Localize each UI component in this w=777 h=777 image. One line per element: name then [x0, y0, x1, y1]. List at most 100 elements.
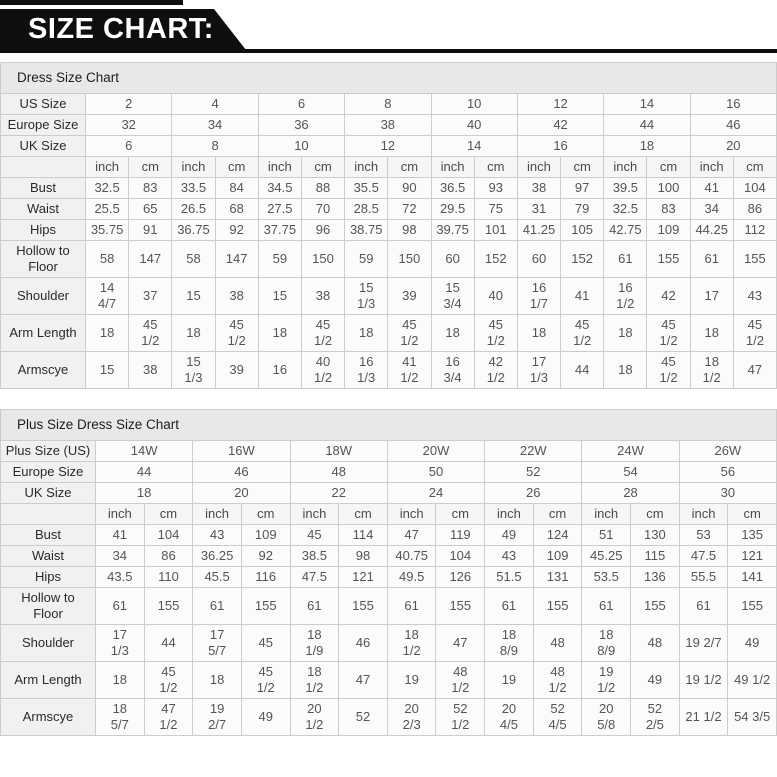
value-cell-cm: 54 3/5 [727, 698, 777, 736]
value-cell-inch: 59 [344, 240, 389, 278]
value-cell-cm: 48 1/2 [435, 661, 486, 699]
value-cell-cm: 47 [435, 624, 486, 662]
value-cell-cm: 119 [435, 524, 486, 546]
row-label-waist: Waist [0, 198, 86, 220]
value-cell-inch: 18 1/2 [289, 661, 340, 699]
measure-row-arm-length: Arm Length 18 45 1/2 18 45 1/2 18 45 1/2 18 45 1… [0, 314, 777, 352]
value-cell-inch: 28.5 [344, 198, 389, 220]
row-label-bust: Bust [0, 177, 86, 199]
size-value-cell: 18 [603, 135, 691, 157]
unit-label-cm: cm [630, 503, 680, 525]
value-cell-inch: 18 [689, 314, 734, 352]
measure-row-hips: Hips 35.75 91 36.75 92 37.75 96 38.75 98 39.75 101… [0, 219, 777, 241]
size-value-cell: 8 [171, 135, 259, 157]
row-label-hips: Hips [0, 566, 96, 588]
value-cell-cm: 38 [214, 277, 259, 315]
value-cell-inch: 18 [171, 314, 216, 352]
value-cell-inch: 18 [603, 314, 648, 352]
row-label-waist: Waist [0, 545, 96, 567]
value-cell-inch: 42.75 [603, 219, 648, 241]
row-label-bust: Bust [0, 524, 96, 546]
unit-row-spacer [0, 503, 96, 525]
value-cell-inch: 16 1/7 [516, 277, 562, 315]
value-cell-cm: 52 2/5 [630, 698, 680, 736]
value-cell-cm: 40 1/2 [300, 351, 346, 389]
row-label-armscye: Armscye [0, 698, 96, 736]
value-cell-inch: 49.5 [386, 566, 437, 588]
size-value-cell: 36 [257, 114, 346, 136]
value-cell-inch: 61 [484, 587, 534, 625]
value-cell-inch: 19 1/2 [678, 661, 729, 699]
value-cell-inch: 32.5 [603, 198, 648, 220]
value-cell-inch: 45 [289, 524, 340, 546]
value-cell-inch: 18 1/9 [289, 624, 340, 662]
value-cell-cm: 49 1/2 [727, 661, 777, 699]
unit-row-spacer [0, 156, 86, 178]
unit-label-inch: inch [84, 156, 130, 178]
value-cell-inch: 15 [257, 277, 302, 315]
size-row-us-size: US Size 2 4 6 8 10 12 14 16 [0, 93, 777, 115]
size-value-cell: 8 [344, 93, 432, 115]
value-cell-inch: 39.75 [430, 219, 475, 241]
size-value-cell: 16 [689, 93, 777, 115]
measure-row-armscye: Armscye 18 5/7 47 1/2 19 2/7 49 20 1/2 52 20 2/… [0, 698, 777, 736]
value-cell-inch: 32.5 [84, 177, 130, 199]
size-value-cell: 18 [94, 482, 194, 504]
value-cell-cm: 79 [560, 198, 605, 220]
size-value-cell: 14W [94, 440, 194, 462]
row-label-hollow-to-floor: Hollow to Floor [0, 587, 96, 625]
value-cell-inch: 18 [95, 661, 145, 699]
value-cell-cm: 155 [727, 587, 777, 625]
unit-label-inch: inch [386, 503, 437, 525]
size-value-cell: 46 [192, 461, 291, 483]
value-cell-inch: 27.5 [257, 198, 302, 220]
size-value-cell: 18W [289, 440, 388, 462]
size-row-europe-size: Europe Size 44 46 48 50 52 54 56 [0, 461, 777, 483]
value-cell-inch: 19 2/7 [678, 624, 729, 662]
value-cell-inch: 16 [257, 351, 302, 389]
value-cell-inch: 18 [603, 351, 648, 389]
size-row-uk-size: UK Size 18 20 22 24 26 28 30 [0, 482, 777, 504]
value-cell-cm: 155 [435, 587, 486, 625]
row-label-europe-size: Europe Size [0, 114, 86, 136]
value-cell-inch: 38.75 [344, 219, 389, 241]
value-cell-inch: 17 [689, 277, 734, 315]
value-cell-inch: 58 [171, 240, 216, 278]
measure-row-shoulder: Shoulder 14 4/7 37 15 38 15 38 15 1/3 39 15 3/4 40… [0, 277, 777, 315]
size-value-cell: 20 [192, 482, 291, 504]
value-cell-cm: 116 [240, 566, 291, 588]
size-value-cell: 4 [171, 93, 259, 115]
value-cell-cm: 141 [727, 566, 777, 588]
value-cell-inch: 17 1/3 [95, 624, 145, 662]
value-cell-inch: 19 [484, 661, 534, 699]
measure-row-hollow-to-floor: Hollow to Floor 61 155 61 155 61 155 61 155 61 155… [0, 587, 777, 625]
value-cell-inch: 45.25 [581, 545, 632, 567]
value-cell-cm: 45 1/2 [143, 661, 194, 699]
value-cell-cm: 39 [387, 277, 432, 315]
value-cell-cm: 155 [646, 240, 691, 278]
value-cell-inch: 55.5 [678, 566, 729, 588]
value-cell-inch: 18 [257, 314, 302, 352]
value-cell-cm: 45 1/2 [646, 351, 691, 389]
unit-label-inch: inch [484, 503, 534, 525]
value-cell-inch: 36.5 [430, 177, 475, 199]
value-cell-cm: 93 [473, 177, 518, 199]
row-label-shoulder: Shoulder [0, 624, 96, 662]
unit-label-cm: cm [214, 156, 259, 178]
size-value-cell: 24 [386, 482, 486, 504]
value-cell-inch: 61 [678, 587, 729, 625]
value-cell-inch: 51 [581, 524, 632, 546]
value-cell-inch: 18 1/2 [386, 624, 437, 662]
value-cell-cm: 104 [143, 524, 194, 546]
value-cell-cm: 37 [128, 277, 173, 315]
value-cell-cm: 155 [532, 587, 583, 625]
size-value-cell: 6 [84, 135, 173, 157]
value-cell-inch: 34 [95, 545, 145, 567]
measure-row-armscye: Armscye 15 38 15 1/3 39 16 40 1/2 16 1/3 41 1/2 1… [0, 351, 777, 389]
page-header: SIZE CHART: [0, 0, 777, 56]
value-cell-cm: 126 [435, 566, 486, 588]
value-cell-inch: 16 1/2 [603, 277, 648, 315]
value-cell-cm: 135 [727, 524, 777, 546]
dress-size-chart-table: Dress Size Chart US Size 2 4 6 8 10 12 14 16 Europ… [0, 62, 777, 389]
value-cell-cm: 45 1/2 [128, 314, 173, 352]
